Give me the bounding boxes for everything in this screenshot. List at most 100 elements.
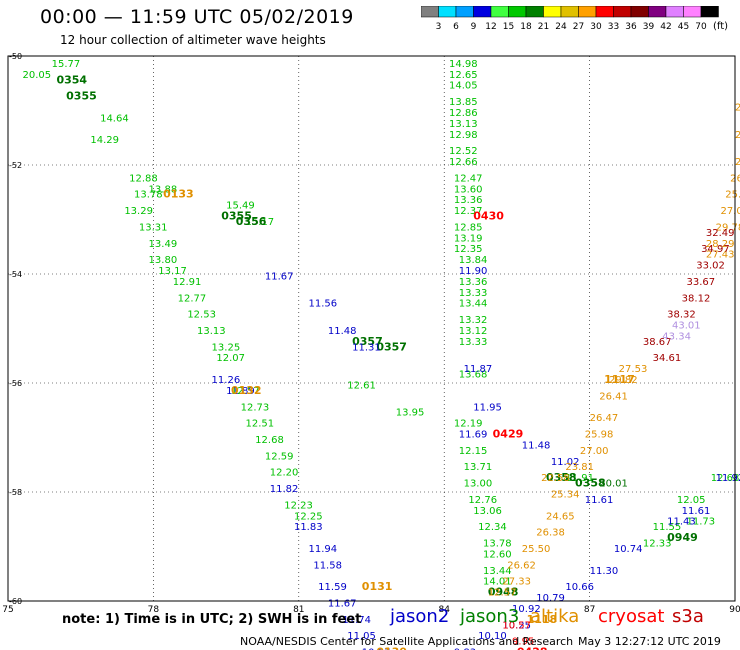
data-point-label: 34.97 <box>701 244 730 255</box>
color-scale-swatch <box>473 6 492 18</box>
data-point-label: 11.59 <box>318 582 347 593</box>
data-point-label: 0430 <box>473 210 504 223</box>
color-scale-swatch <box>665 6 684 18</box>
data-point-label: 25.34 <box>551 489 580 500</box>
data-point-label: 13.29 <box>124 206 153 217</box>
data-point-label: 13.12 <box>459 326 488 337</box>
data-point-label: 38.12 <box>682 293 711 304</box>
data-point-label: 13.84 <box>459 255 488 266</box>
color-scale-tick: 27 <box>573 22 584 32</box>
x-tick-label: 87 <box>584 605 595 615</box>
data-point-label: 32.49 <box>706 228 735 239</box>
data-point-label: 13.33 <box>459 337 488 348</box>
y-tick-label: -54 <box>9 270 22 279</box>
color-scale-swatch <box>525 6 544 18</box>
data-point-label: 27.53 <box>619 364 648 375</box>
data-point-label: 12.20 <box>270 468 299 479</box>
data-point-label: 13.85 <box>449 97 478 108</box>
data-point-label: 12.53 <box>187 310 216 321</box>
color-scale-swatch <box>613 6 632 18</box>
data-point-label: 12.07 <box>216 353 245 364</box>
data-point-label: 0429 <box>493 428 524 441</box>
data-point-label: 27.04 <box>720 206 740 217</box>
data-point-label: 0132 <box>231 384 262 397</box>
footer-credit: NOAA/NESDIS Center for Satellite Applica… <box>240 635 574 648</box>
data-point-label: 13.71 <box>464 462 493 473</box>
data-point-label: 15.49 <box>226 201 255 212</box>
color-scale-tick: 21 <box>538 22 549 32</box>
data-point-label: 11.30 <box>590 566 619 577</box>
data-point-label: 12.33 <box>643 539 672 550</box>
data-point-label: 13.06 <box>473 506 502 517</box>
data-point-label: 0355 <box>221 210 252 223</box>
data-point-label: 20.01 <box>599 479 628 490</box>
data-point-label: 12.77 <box>178 293 207 304</box>
y-tick-label: -58 <box>9 488 22 497</box>
data-point-label: 12.73 <box>241 402 270 413</box>
data-point-label: 11.94 <box>308 544 337 555</box>
data-point-label: 12.85 <box>454 222 483 233</box>
data-point-label: 20.05 <box>23 70 52 81</box>
data-point-label: 15.17 <box>245 217 274 228</box>
color-scale-swatch <box>508 6 527 18</box>
data-point-label: 26.41 <box>599 391 628 402</box>
data-point-label: 12.76 <box>468 495 497 506</box>
data-point-label: 12.68 <box>255 435 284 446</box>
color-scale-tick: 42 <box>660 22 671 32</box>
color-scale-swatch <box>700 6 719 18</box>
color-scale-tick: 6 <box>453 22 459 32</box>
data-point-label: 0133 <box>163 188 194 201</box>
data-point-label: 13.13 <box>449 119 478 130</box>
data-point-label: 11.83 <box>294 522 323 533</box>
data-point-label: 11.56 <box>308 299 337 310</box>
data-point-label: 14.29 <box>90 135 119 146</box>
data-point-label: 11.26 <box>212 375 241 386</box>
data-point-label: 13.80 <box>149 255 178 266</box>
data-point-label: 11.82 <box>270 484 299 495</box>
data-point-label: 12.60 <box>483 549 512 560</box>
data-point-label: 0949 <box>667 531 698 544</box>
data-point-label: 0357 <box>352 335 383 348</box>
data-point-label: 0354 <box>56 73 87 86</box>
data-point-label: 12.86 <box>449 108 478 119</box>
y-tick-label: -52 <box>9 161 22 170</box>
data-point-label: 12.57 <box>231 386 260 397</box>
data-point-label: 13.60 <box>454 184 483 195</box>
data-point-label: 11.92 <box>716 473 740 484</box>
legend-entry-jason3: jason3 <box>460 606 520 627</box>
data-point-label: 43.01 <box>672 321 701 332</box>
data-point-label: 27.43 <box>706 250 735 261</box>
data-point-label: 12.88 <box>129 173 158 184</box>
data-point-label: 13.00 <box>464 479 493 490</box>
color-scale-tick: 70 <box>695 22 707 32</box>
data-point-label: 13.19 <box>454 233 483 244</box>
data-point-label: 12.66 <box>449 157 478 168</box>
color-scale-tick: 24 <box>555 22 567 32</box>
data-point-label: 13.25 <box>212 342 241 353</box>
data-point-label: 26.2 <box>735 157 740 168</box>
color-scale-tick: 18 <box>520 22 532 32</box>
color-scale-swatch <box>648 6 667 18</box>
data-point-label: 34.61 <box>653 353 682 364</box>
color-scale-swatch <box>421 6 439 18</box>
data-point-label: 22.58 <box>541 473 570 484</box>
color-scale-swatch <box>578 6 597 18</box>
data-point-label: 0358 <box>575 477 606 490</box>
color-scale-tick: 39 <box>643 22 655 32</box>
color-scale-tick: 33 <box>608 22 619 32</box>
data-point-label: 13.95 <box>396 408 425 419</box>
data-point-label: 12.61 <box>347 380 376 391</box>
data-point-label: 12.25 <box>294 511 323 522</box>
data-point-label: 10.66 <box>565 582 594 593</box>
color-scale-swatch <box>595 6 614 18</box>
data-point-label: 13.44 <box>483 566 512 577</box>
chart-title: 00:00 — 11:59 UTC 05/02/2019 <box>40 6 354 28</box>
data-point-label: 13.36 <box>459 277 488 288</box>
data-point-label: 13.78 <box>483 539 512 550</box>
color-scale-swatch <box>490 6 509 18</box>
data-point-label: 13.44 <box>459 299 488 310</box>
legend-entry-cryosat: cryosat <box>598 606 665 627</box>
data-point-label: 12.05 <box>677 495 706 506</box>
data-point-label: 11.55 <box>653 522 682 533</box>
color-scale-swatch <box>630 6 649 18</box>
